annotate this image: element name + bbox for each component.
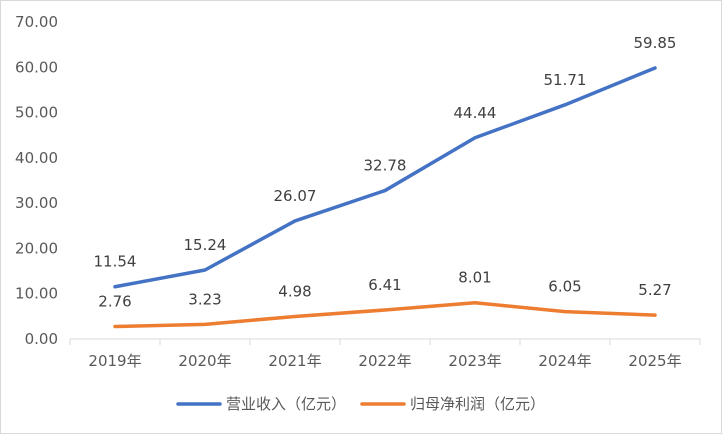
data-label: 51.71 — [544, 71, 587, 89]
y-tick-label: 60.00 — [15, 58, 58, 76]
x-axis: 2019年 2020年 2021年 2022年 2023年 2024年 2025年 — [69, 339, 701, 370]
data-label: 2.76 — [98, 293, 131, 311]
data-point — [563, 310, 567, 314]
x-tick-label: 2021年 — [268, 352, 321, 370]
data-label: 44.44 — [454, 104, 497, 122]
y-tick-label: 10.00 — [15, 285, 58, 303]
data-point — [113, 285, 117, 289]
data-label: 8.01 — [458, 269, 491, 287]
y-tick-label: 20.00 — [15, 239, 58, 257]
legend-label: 营业收入（亿元） — [226, 395, 346, 413]
data-label: 59.85 — [634, 34, 677, 52]
data-label: 32.78 — [364, 157, 407, 175]
data-point — [293, 314, 297, 318]
data-point — [563, 103, 567, 107]
y-tick-label: 70.00 — [15, 13, 58, 31]
data-point — [653, 66, 657, 70]
data-label: 4.98 — [278, 282, 311, 300]
data-point — [383, 189, 387, 193]
data-point — [653, 313, 657, 317]
data-label: 15.24 — [184, 236, 227, 254]
data-point — [293, 219, 297, 223]
y-tick-label: 40.00 — [15, 149, 58, 167]
x-tick-label: 2024年 — [538, 352, 591, 370]
data-label: 3.23 — [188, 290, 221, 308]
data-labels: 11.54 15.24 26.07 32.78 44.44 51.71 59.85 2.76 3… — [94, 34, 677, 311]
data-point — [473, 136, 477, 140]
data-point — [113, 325, 117, 329]
y-tick-label: 30.00 — [15, 194, 58, 212]
series-lines — [113, 66, 657, 329]
y-tick-label: 50.00 — [15, 104, 58, 122]
data-label: 6.41 — [368, 276, 401, 294]
data-point — [383, 308, 387, 312]
data-label: 26.07 — [274, 187, 317, 205]
legend-label: 归母净利润（亿元） — [410, 395, 545, 413]
data-point — [203, 268, 207, 272]
x-tick-label: 2019年 — [88, 352, 141, 370]
x-tick-label: 2022年 — [358, 352, 411, 370]
data-label: 11.54 — [94, 253, 137, 271]
y-axis: 0.00 10.00 20.00 30.00 40.00 50.00 60.00 70.00 — [15, 13, 58, 348]
data-label: 5.27 — [638, 281, 671, 299]
legend: 营业收入（亿元） 归母净利润（亿元） — [176, 395, 545, 413]
x-tick-label: 2023年 — [448, 352, 501, 370]
x-tick-label: 2020年 — [178, 352, 231, 370]
data-label: 6.05 — [548, 278, 581, 296]
data-point — [473, 301, 477, 305]
x-tick-label: 2025年 — [628, 352, 681, 370]
data-point — [203, 322, 207, 326]
y-tick-label: 0.00 — [25, 330, 58, 348]
